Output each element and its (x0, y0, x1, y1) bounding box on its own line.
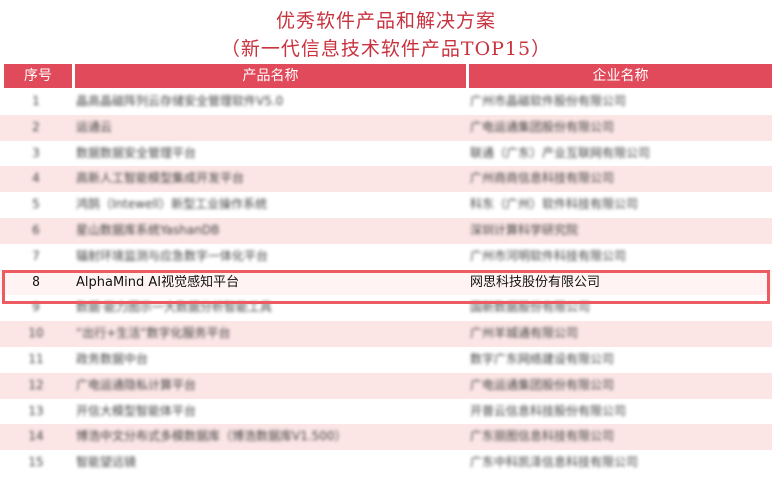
cell-product: 博浩中文分布式多模数据库（博浩数据库V1.500） (76, 429, 347, 444)
cell-company: 广州市晶磁软件股份有限公司 (470, 94, 627, 108)
cell-no: 6 (32, 222, 40, 237)
table-row: 12 广电运通隐私计算平台 广电运通集团股份有限公司 (0, 372, 772, 399)
cell-no: 15 (28, 455, 44, 470)
cell-no: 4 (32, 171, 40, 186)
cell-product: 数据·能力图示一大数据分析智能工具 (76, 300, 272, 315)
cell-no: 9 (32, 300, 40, 315)
header-no: 序号 (4, 64, 72, 88)
cell-product: 晶高晶磁阵列云存储安全管理软件V5.0 (76, 94, 284, 108)
table-row: 5 鸿鹄（Intewell）新型工业操作系统 科东（广州）软件科技有限公司 (0, 192, 772, 218)
table-row: 3 数据数据安全管理平台 联通（广东）产业互联网有限公司 (0, 141, 772, 167)
cell-product: 智能望远镜 (76, 455, 137, 470)
cell-product: AlphaMind AI视觉感知平台 (76, 274, 240, 290)
cell-company: 国新数据股份有限公司 (470, 300, 591, 315)
table-row: 11 政务数据中台 数字广东网络建设有限公司 (0, 347, 772, 373)
cell-no: 1 (32, 94, 40, 108)
ranking-table: 1 晶高晶磁阵列云存储安全管理软件V5.0 广州市晶磁软件股份有限公司 2 运通云 广电运… (0, 89, 772, 476)
cell-company: 联通（广东）产业互联网有限公司 (470, 145, 651, 160)
table-row-highlighted: 8 AlphaMind AI视觉感知平台 网思科技股份有限公司 (0, 269, 772, 296)
cell-company: 广州市河明软件科技有限公司 (470, 248, 627, 263)
cell-company: 广电运通集团股份有限公司 (470, 377, 615, 392)
table-row: 7 辐射环境监测与应急数字一体化平台 广州市河明软件科技有限公司 (0, 244, 772, 270)
table-row: 1 晶高晶磁阵列云存储安全管理软件V5.0 广州市晶磁软件股份有限公司 (0, 89, 772, 115)
cell-no: 10 (28, 326, 44, 341)
table-row: 2 运通云 广电运通集团股份有限公司 (0, 114, 772, 141)
table-row: 13 开信大模型智能体平台 开普云信息科技股份有限公司 (0, 399, 772, 425)
table-row: 14 博浩中文分布式多模数据库（博浩数据库V1.500） 广东丽图信息科技有限公司 (0, 424, 772, 451)
cell-product: “出行+生活”数字化服务平台 (76, 326, 231, 341)
cell-company: 广州商商信息科技有限公司 (470, 171, 615, 186)
cell-product: 数据数据安全管理平台 (76, 145, 197, 160)
cell-product: 鸿鹄（Intewell）新型工业操作系统 (76, 197, 268, 212)
cell-company: 深圳计算科学研究院 (470, 222, 579, 237)
cell-product: 广电运通隐私计算平台 (76, 377, 197, 392)
table-row: 6 星山数据库系统YashanDB 深圳计算科学研究院 (0, 217, 772, 244)
cell-product: 辐射环境监测与应急数字一体化平台 (76, 248, 269, 263)
cell-product: 星山数据库系统YashanDB (76, 222, 220, 237)
table-row: 4 高新人工智能模型集成开发平台 广州商商信息科技有限公司 (0, 166, 772, 193)
cell-company: 广州羊城通有限公司 (470, 326, 579, 341)
cell-company: 广东丽图信息科技有限公司 (470, 429, 615, 444)
cell-no: 3 (32, 145, 40, 160)
page-title: 优秀软件产品和解决方案 (275, 10, 496, 32)
cell-product: 高新人工智能模型集成开发平台 (76, 171, 245, 186)
cell-no: 13 (28, 403, 44, 418)
table-row: 10 “出行+生活”数字化服务平台 广州羊城通有限公司 (0, 321, 772, 347)
cell-product: 开信大模型智能体平台 (76, 403, 197, 418)
header-company: 企业名称 (469, 64, 772, 88)
cell-no: 7 (32, 248, 40, 263)
table-row: 9 数据·能力图示一大数据分析智能工具 国新数据股份有限公司 (0, 295, 772, 321)
header-product: 产品名称 (75, 64, 466, 88)
cell-product: 运通云 (76, 119, 113, 134)
cell-no: 8 (32, 274, 40, 290)
cell-company: 科东（广州）软件科技有限公司 (470, 197, 639, 212)
cell-product: 政务数据中台 (76, 351, 149, 366)
cell-no: 2 (32, 119, 40, 134)
cell-company: 广东中科凯泽信息科技有限公司 (470, 455, 639, 470)
cell-no: 11 (28, 351, 44, 366)
cell-company: 广电运通集团股份有限公司 (470, 119, 615, 134)
page-subtitle: （新一代信息技术软件产品TOP15） (220, 38, 552, 60)
cell-no: 12 (28, 377, 44, 392)
table-row: 15 智能望远镜 广东中科凯泽信息科技有限公司 (0, 450, 772, 476)
cell-no: 14 (28, 429, 44, 444)
cell-no: 5 (32, 197, 40, 212)
cell-company: 网思科技股份有限公司 (470, 274, 601, 290)
cell-company: 开普云信息科技股份有限公司 (470, 403, 627, 418)
cell-company: 数字广东网络建设有限公司 (470, 351, 615, 366)
